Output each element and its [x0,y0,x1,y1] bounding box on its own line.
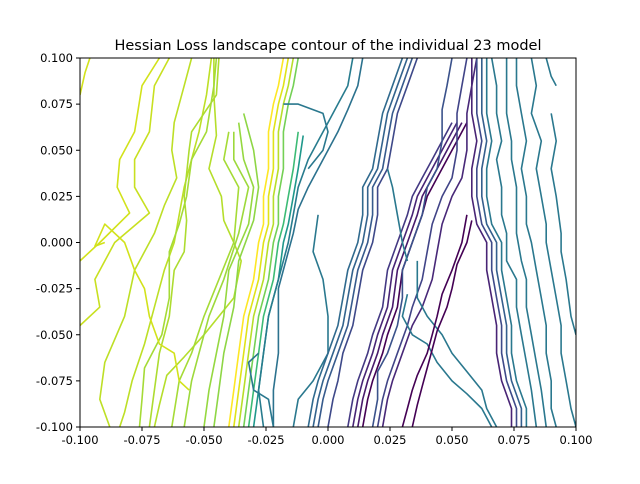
contour-line-47 [411,220,473,427]
chart-title: Hessian Loss landscape contour of the in… [114,38,541,54]
contour-line-31 [376,58,468,427]
contour-line-32 [371,58,453,427]
y-tick-label: 0.000 [40,236,73,250]
contour-line-5 [118,58,213,427]
y-tick-label: 0.075 [40,97,73,111]
contour-line-23 [312,58,409,427]
x-tick-label: 0.025 [374,433,407,447]
contour-line-45 [386,168,409,262]
contour-line-21 [292,214,329,427]
contour-line-49 [247,352,275,427]
contour-line-10 [183,131,250,427]
x-tick-label: 0.075 [498,433,531,447]
contour-line-8 [138,58,218,427]
x-tick-label: -0.025 [247,433,284,447]
contour-line-27 [352,122,458,427]
contour-line-11 [203,122,255,427]
contour-line-37 [490,58,538,427]
contour-line-34 [475,58,518,427]
y-tick-label: 0.050 [40,143,73,157]
contour-line-50 [94,223,190,391]
contour-line-44 [416,260,498,427]
contour-line-19 [257,58,354,427]
contour-line-35 [480,58,523,427]
contour-line-9 [171,131,240,427]
contour-line-22 [307,58,404,427]
contour-line-46 [401,214,468,427]
y-tick-label: -0.025 [36,282,73,296]
contour-line-36 [485,58,528,427]
x-tick-label: -0.100 [61,433,98,447]
contour-line-42 [550,113,576,336]
x-tick-label: -0.075 [123,433,160,447]
contour-line-28 [357,122,463,427]
contour-line-26 [347,122,453,427]
contour-line-33 [470,58,513,427]
contour-line-1 [80,58,91,96]
y-tick-label: 0.100 [40,51,73,65]
contour-line-25 [327,58,419,427]
contour-line-20 [272,58,364,427]
contour-line-24 [317,58,414,427]
contour-line-7 [148,58,220,427]
y-tick-label: -0.075 [36,374,73,388]
contour-line-14 [233,58,290,427]
x-tick-label: 0.100 [560,433,593,447]
plot-area [80,58,576,427]
contour-line-38 [505,58,547,427]
contour-line-41 [545,58,557,87]
contour-line-48 [283,103,329,170]
axes: -0.100 -0.075 -0.050 -0.025 0.000 0.025 0.050 0… [36,51,593,447]
contour-line-17 [247,131,299,427]
contour-line-3 [80,58,171,327]
contour-line-30 [381,58,478,427]
y-tick-label: -0.050 [36,328,73,342]
contour-line-43 [401,294,493,427]
contour-line-39 [515,58,557,427]
x-tick-label: 0.000 [312,433,345,447]
contour-line-4 [99,58,193,427]
contour-line-12 [213,113,260,427]
x-tick-label: 0.050 [436,433,469,447]
y-tick-label: 0.025 [40,189,73,203]
contour-line-2 [80,58,161,262]
contour-line-40 [530,58,576,427]
y-tick-label: -0.100 [36,420,73,434]
x-tick-label: -0.050 [185,433,222,447]
contour-line-13 [228,58,285,427]
